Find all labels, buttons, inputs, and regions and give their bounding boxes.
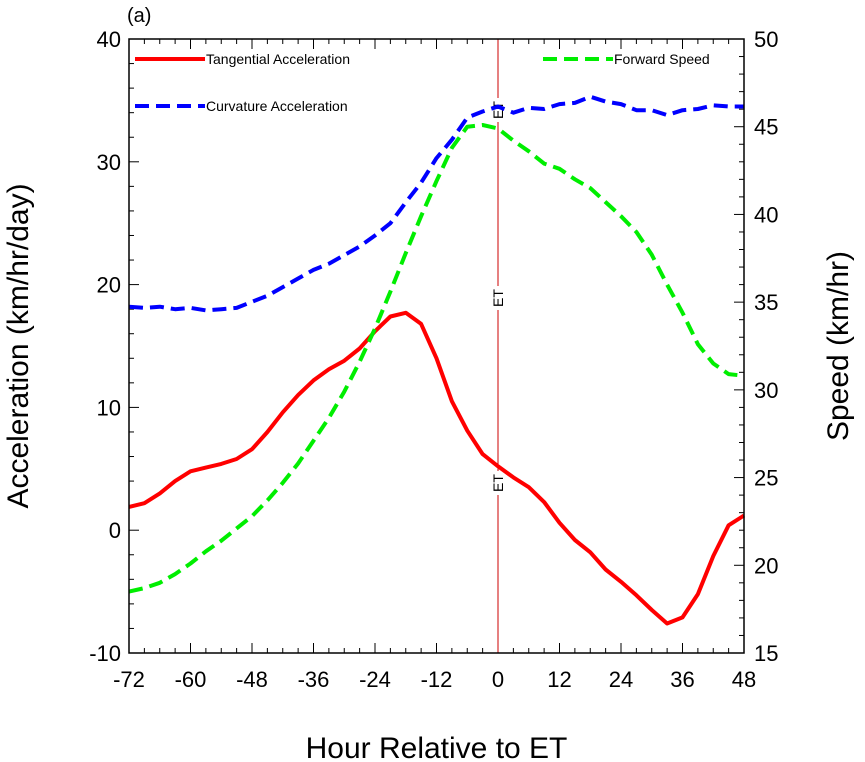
legend-label: Forward Speed: [614, 51, 710, 67]
plot-area: [128, 94, 746, 626]
x-tick-label: -60: [175, 667, 207, 692]
et-label-bg: [490, 98, 506, 122]
x-tick-label: 24: [609, 667, 633, 692]
y-right-tick-label: 40: [754, 202, 778, 227]
y-left-tick-label: 30: [97, 150, 121, 175]
et-label-bg: [490, 286, 506, 310]
reference-line-layer: ET ET ET: [490, 39, 506, 653]
y-right-tick-label: 25: [754, 466, 778, 491]
y-right-tick-label: 35: [754, 290, 778, 315]
et-label: ET: [490, 101, 506, 119]
x-tick-label: 36: [670, 667, 694, 692]
legend-label: Curvature Acceleration: [206, 98, 348, 114]
et-label: ET: [490, 289, 506, 307]
series-curvature-acceleration: [128, 94, 744, 313]
x-tick-label: 0: [492, 667, 504, 692]
y-right-tick-label: 30: [754, 378, 778, 403]
plot-frame: [128, 38, 745, 654]
series-layer: [128, 94, 746, 626]
y-right-tick-label: 45: [754, 115, 778, 140]
x-axis-title: Hour Relative to ET: [306, 732, 568, 762]
et-label: ET: [490, 474, 506, 492]
x-tick-label: -36: [298, 667, 330, 692]
x-tick-label: 12: [547, 667, 571, 692]
x-tick-label: -24: [359, 667, 391, 692]
x-tick-label: 48: [732, 667, 756, 692]
y-left-tick-label: 10: [97, 395, 121, 420]
series-forward-speed: [128, 123, 745, 594]
x-tick-label: -12: [421, 667, 453, 692]
et-label-bg: [490, 471, 506, 495]
y-right-tick-label: 50: [754, 27, 778, 52]
series-tangential-acceleration: [128, 310, 746, 626]
y-left-tick-label: 40: [97, 27, 121, 52]
y-axis-title-left: Acceleration (km/hr/day): [2, 183, 35, 508]
y-left-tick-label: 20: [97, 273, 121, 298]
y-right-tick-label: 15: [754, 641, 778, 666]
panel-label: (a): [127, 5, 151, 27]
y-left-tick-label: -10: [89, 641, 121, 666]
legend-label: Tangential Acceleration: [206, 51, 350, 67]
x-tick-label: -48: [236, 667, 268, 692]
y-right-tick-label: 20: [754, 553, 778, 578]
y-axis-title-right: Speed (km/hr): [822, 251, 855, 441]
x-tick-label: -72: [113, 667, 145, 692]
ticks-layer: -72 -60 -48 -36 -24 -12 0 12 24 36 48 -10 0 10 20 30 40 1…: [89, 27, 778, 692]
y-left-tick-label: 0: [109, 518, 121, 543]
legend: Tangential Acceleration Curvature Acceler…: [135, 51, 710, 114]
